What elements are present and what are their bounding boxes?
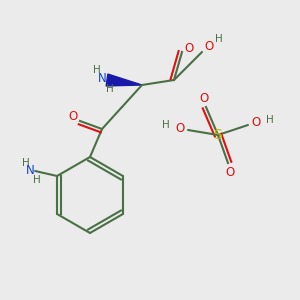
- Text: O: O: [251, 116, 261, 130]
- Text: H: H: [106, 84, 114, 94]
- Text: H: H: [266, 115, 274, 125]
- Polygon shape: [106, 74, 142, 86]
- Text: H: H: [22, 158, 30, 168]
- Text: O: O: [68, 110, 78, 124]
- Text: H: H: [93, 65, 101, 75]
- Text: N: N: [98, 73, 106, 85]
- Text: H: H: [162, 120, 170, 130]
- Text: H: H: [33, 175, 41, 185]
- Text: S: S: [214, 128, 222, 142]
- Text: O: O: [176, 122, 184, 134]
- Text: N: N: [26, 164, 34, 176]
- Text: O: O: [225, 166, 235, 178]
- Text: H: H: [215, 34, 223, 44]
- Text: O: O: [184, 41, 194, 55]
- Text: O: O: [204, 40, 214, 53]
- Text: O: O: [200, 92, 208, 104]
